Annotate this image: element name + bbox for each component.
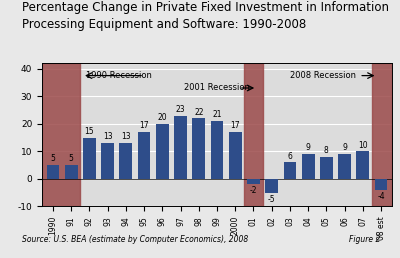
- Text: 22: 22: [194, 108, 204, 117]
- Text: 5: 5: [50, 155, 55, 164]
- Bar: [101, 143, 114, 179]
- Bar: [192, 118, 205, 179]
- Bar: [244, 63, 262, 206]
- Text: 9: 9: [306, 143, 310, 152]
- Bar: [247, 179, 260, 184]
- Text: -2: -2: [250, 186, 257, 195]
- Text: -4: -4: [377, 192, 385, 201]
- Text: 2008 Recession: 2008 Recession: [290, 71, 356, 80]
- Bar: [83, 138, 96, 179]
- Bar: [265, 179, 278, 193]
- Text: 15: 15: [84, 127, 94, 136]
- Text: 10: 10: [358, 141, 368, 150]
- Bar: [320, 157, 333, 179]
- Text: 23: 23: [176, 105, 185, 114]
- Text: Source: U.S. BEA (estimate by Computer Economics), 2008: Source: U.S. BEA (estimate by Computer E…: [22, 235, 248, 244]
- Text: Percentage Change in Private Fixed Investment in Information: Percentage Change in Private Fixed Inves…: [22, 1, 389, 14]
- Text: 21: 21: [212, 110, 222, 119]
- Text: -5: -5: [268, 195, 276, 204]
- Bar: [375, 179, 388, 190]
- Bar: [174, 116, 187, 179]
- Text: 17: 17: [139, 122, 149, 130]
- Text: 13: 13: [121, 132, 131, 141]
- Bar: [46, 165, 59, 179]
- Bar: [42, 63, 80, 206]
- Text: 17: 17: [230, 122, 240, 130]
- Text: 9: 9: [342, 143, 347, 152]
- Text: 2001 Recession: 2001 Recession: [184, 84, 250, 92]
- Bar: [372, 63, 392, 206]
- Text: 1990 Recession: 1990 Recession: [86, 71, 152, 80]
- Bar: [284, 162, 296, 179]
- Text: 8: 8: [324, 146, 329, 155]
- Bar: [211, 121, 223, 179]
- Bar: [138, 132, 150, 179]
- Bar: [120, 143, 132, 179]
- Text: 20: 20: [158, 113, 167, 122]
- Bar: [229, 132, 242, 179]
- Bar: [338, 154, 351, 179]
- Text: 6: 6: [288, 152, 292, 161]
- Text: Processing Equipment and Software: 1990-2008: Processing Equipment and Software: 1990-…: [22, 18, 306, 31]
- Text: 5: 5: [69, 155, 74, 164]
- Text: Figure 2: Figure 2: [349, 235, 380, 244]
- Bar: [356, 151, 369, 179]
- Text: 13: 13: [103, 132, 112, 141]
- Bar: [302, 154, 314, 179]
- Bar: [65, 165, 78, 179]
- Bar: [156, 124, 169, 179]
